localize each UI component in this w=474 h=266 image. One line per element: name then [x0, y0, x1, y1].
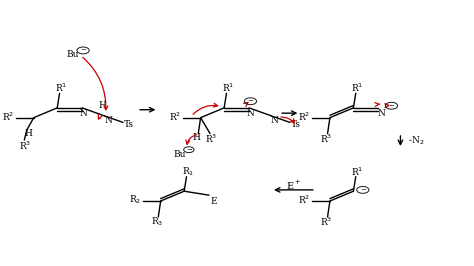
- Text: R$_2$: R$_2$: [128, 193, 141, 206]
- Text: Ts: Ts: [291, 120, 301, 129]
- Text: -N$_2$: -N$_2$: [409, 135, 425, 147]
- Text: N: N: [80, 109, 88, 118]
- Text: −: −: [247, 97, 254, 105]
- Text: R$^1$: R$^1$: [55, 82, 67, 94]
- Text: R$^3$: R$^3$: [320, 216, 332, 228]
- Text: R$^2$: R$^2$: [2, 110, 14, 123]
- Text: Bu: Bu: [66, 51, 79, 59]
- Text: N: N: [246, 109, 255, 118]
- Text: R$_3$: R$_3$: [151, 216, 163, 228]
- Text: R$^3$: R$^3$: [205, 133, 217, 145]
- Text: Bu: Bu: [173, 150, 186, 159]
- Text: R$^2$: R$^2$: [169, 110, 181, 123]
- Text: N: N: [104, 116, 112, 125]
- Text: R$^2$: R$^2$: [298, 193, 310, 206]
- Text: N: N: [271, 116, 279, 125]
- Text: R$^1$: R$^1$: [351, 165, 364, 178]
- Text: R$_1$: R$_1$: [182, 165, 194, 178]
- Text: E: E: [210, 197, 217, 206]
- Text: R$^1$: R$^1$: [222, 82, 234, 94]
- Text: N: N: [377, 109, 385, 118]
- Text: Ts: Ts: [124, 120, 134, 129]
- Text: R$^3$: R$^3$: [19, 140, 31, 152]
- Text: R$^2$: R$^2$: [298, 110, 310, 123]
- Text: R$^1$: R$^1$: [351, 82, 364, 94]
- Text: H: H: [24, 129, 32, 138]
- Text: R$^3$: R$^3$: [320, 133, 332, 145]
- Text: −: −: [389, 102, 394, 110]
- Text: −: −: [80, 47, 86, 55]
- Text: H: H: [99, 101, 106, 110]
- Text: −: −: [186, 146, 192, 154]
- Text: −: −: [360, 186, 366, 194]
- Text: H: H: [193, 133, 201, 142]
- Text: E$^+$: E$^+$: [286, 179, 301, 193]
